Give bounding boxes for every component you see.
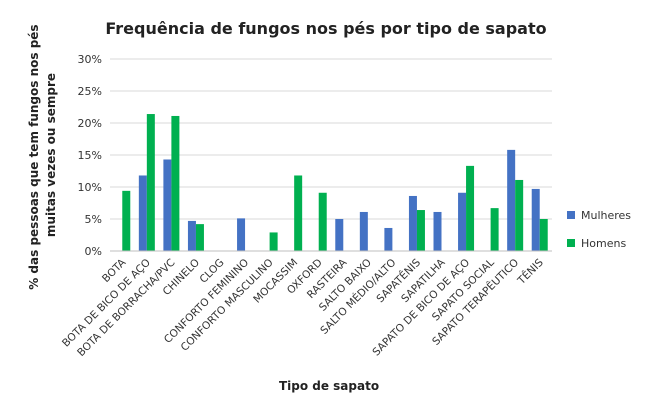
bar-homens-8	[294, 175, 303, 251]
x-axis-title: Tipo de sapato	[279, 379, 379, 393]
y-tick-label: 5%	[85, 213, 102, 226]
bar-mulheres-10	[335, 219, 344, 251]
y-tick-label: 25%	[78, 85, 102, 98]
bar-mulheres-11	[359, 211, 368, 251]
bar-homens-15	[466, 165, 475, 251]
bar-mulheres-2	[138, 175, 147, 251]
bar-mulheres-13	[408, 195, 417, 251]
y-tick-label: 10%	[78, 181, 102, 194]
bar-mulheres-12	[384, 227, 393, 251]
x-category-label: TÊNIS	[514, 256, 546, 288]
gridlines	[110, 58, 552, 220]
bar-homens-7	[269, 232, 278, 251]
legend-swatch-homens	[567, 239, 575, 247]
bar-mulheres-15	[458, 192, 467, 251]
bar-mulheres-6	[237, 218, 246, 251]
bar-mulheres-14	[433, 211, 442, 251]
chart-title: Frequência de fungos nos pés por tipo de…	[105, 19, 546, 38]
y-axis-title-line-2: muitas vezes ou sempre	[44, 73, 58, 237]
y-axis-title: % das pessoas que tem fungos nos pés mui…	[27, 20, 58, 290]
bar-homens-17	[515, 179, 524, 251]
y-tick-label: 15%	[78, 149, 102, 162]
y-tick-label: 0%	[85, 245, 102, 258]
bar-homens-16	[490, 208, 499, 251]
legend-label-mulheres: Mulheres	[581, 209, 631, 222]
y-axis-ticks: 0% 5% 10% 15% 20% 25% 30%	[78, 53, 102, 258]
bar-homens-4	[195, 224, 204, 251]
legend: Mulheres Homens	[567, 209, 631, 250]
bar-homens-18	[539, 219, 548, 251]
bars	[122, 114, 548, 252]
legend-swatch-mulheres	[567, 211, 575, 219]
bar-homens-3	[171, 115, 180, 252]
bar-homens-9	[318, 192, 327, 251]
y-tick-label: 20%	[78, 117, 102, 130]
bar-mulheres-18	[531, 188, 540, 251]
y-tick-label: 30%	[78, 53, 102, 66]
bar-homens-2	[146, 114, 155, 251]
bar-mulheres-3	[163, 159, 172, 251]
bar-homens-13	[416, 210, 425, 251]
legend-label-homens: Homens	[581, 237, 626, 250]
x-category-label: BOTA DE BORRACHA/PVC	[75, 257, 177, 359]
bar-homens-1	[122, 190, 131, 251]
bar-mulheres-4	[187, 220, 196, 251]
y-axis-title-line-1: % das pessoas que tem fungos nos pés	[27, 24, 41, 289]
bar-mulheres-17	[507, 149, 516, 251]
